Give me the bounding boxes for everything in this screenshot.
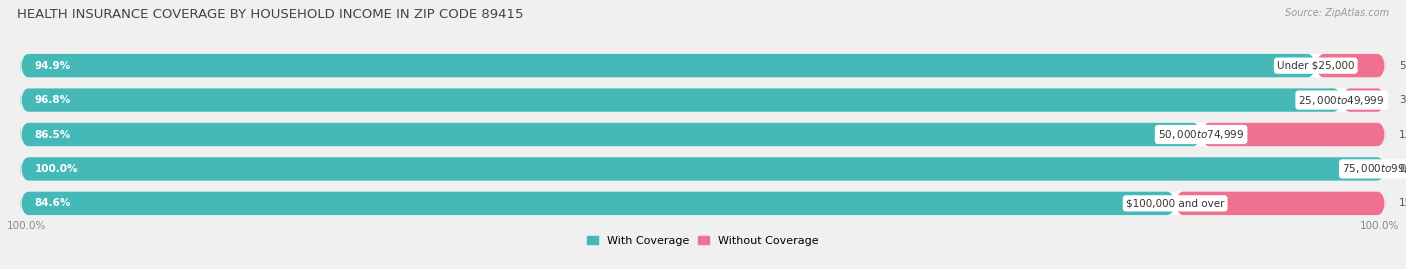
Text: HEALTH INSURANCE COVERAGE BY HOUSEHOLD INCOME IN ZIP CODE 89415: HEALTH INSURANCE COVERAGE BY HOUSEHOLD I… bbox=[17, 8, 523, 21]
Text: $25,000 to $49,999: $25,000 to $49,999 bbox=[1299, 94, 1385, 107]
Text: 94.9%: 94.9% bbox=[34, 61, 70, 71]
FancyBboxPatch shape bbox=[21, 123, 1201, 146]
FancyBboxPatch shape bbox=[21, 123, 1385, 146]
FancyBboxPatch shape bbox=[21, 157, 1385, 181]
Text: $50,000 to $74,999: $50,000 to $74,999 bbox=[1159, 128, 1244, 141]
FancyBboxPatch shape bbox=[21, 54, 1316, 77]
Text: 5.1%: 5.1% bbox=[1399, 61, 1406, 71]
Legend: With Coverage, Without Coverage: With Coverage, Without Coverage bbox=[588, 236, 818, 246]
Text: 84.6%: 84.6% bbox=[34, 198, 70, 208]
FancyBboxPatch shape bbox=[21, 88, 1341, 112]
Text: 100.0%: 100.0% bbox=[34, 164, 77, 174]
FancyBboxPatch shape bbox=[21, 157, 1385, 181]
Text: 96.8%: 96.8% bbox=[34, 95, 70, 105]
Text: 0.0%: 0.0% bbox=[1399, 164, 1406, 174]
FancyBboxPatch shape bbox=[1201, 123, 1385, 146]
FancyBboxPatch shape bbox=[1175, 192, 1385, 215]
FancyBboxPatch shape bbox=[1316, 54, 1385, 77]
Text: $75,000 to $99,999: $75,000 to $99,999 bbox=[1343, 162, 1406, 175]
FancyBboxPatch shape bbox=[21, 88, 1385, 112]
Text: 3.2%: 3.2% bbox=[1399, 95, 1406, 105]
FancyBboxPatch shape bbox=[1341, 88, 1385, 112]
Text: 86.5%: 86.5% bbox=[34, 129, 70, 140]
Text: 13.5%: 13.5% bbox=[1399, 129, 1406, 140]
Text: 100.0%: 100.0% bbox=[7, 221, 46, 231]
Text: Source: ZipAtlas.com: Source: ZipAtlas.com bbox=[1285, 8, 1389, 18]
Text: $100,000 and over: $100,000 and over bbox=[1126, 198, 1225, 208]
FancyBboxPatch shape bbox=[21, 192, 1385, 215]
Text: 15.4%: 15.4% bbox=[1399, 198, 1406, 208]
FancyBboxPatch shape bbox=[21, 192, 1175, 215]
Text: 100.0%: 100.0% bbox=[1360, 221, 1399, 231]
FancyBboxPatch shape bbox=[21, 54, 1385, 77]
Text: Under $25,000: Under $25,000 bbox=[1277, 61, 1354, 71]
